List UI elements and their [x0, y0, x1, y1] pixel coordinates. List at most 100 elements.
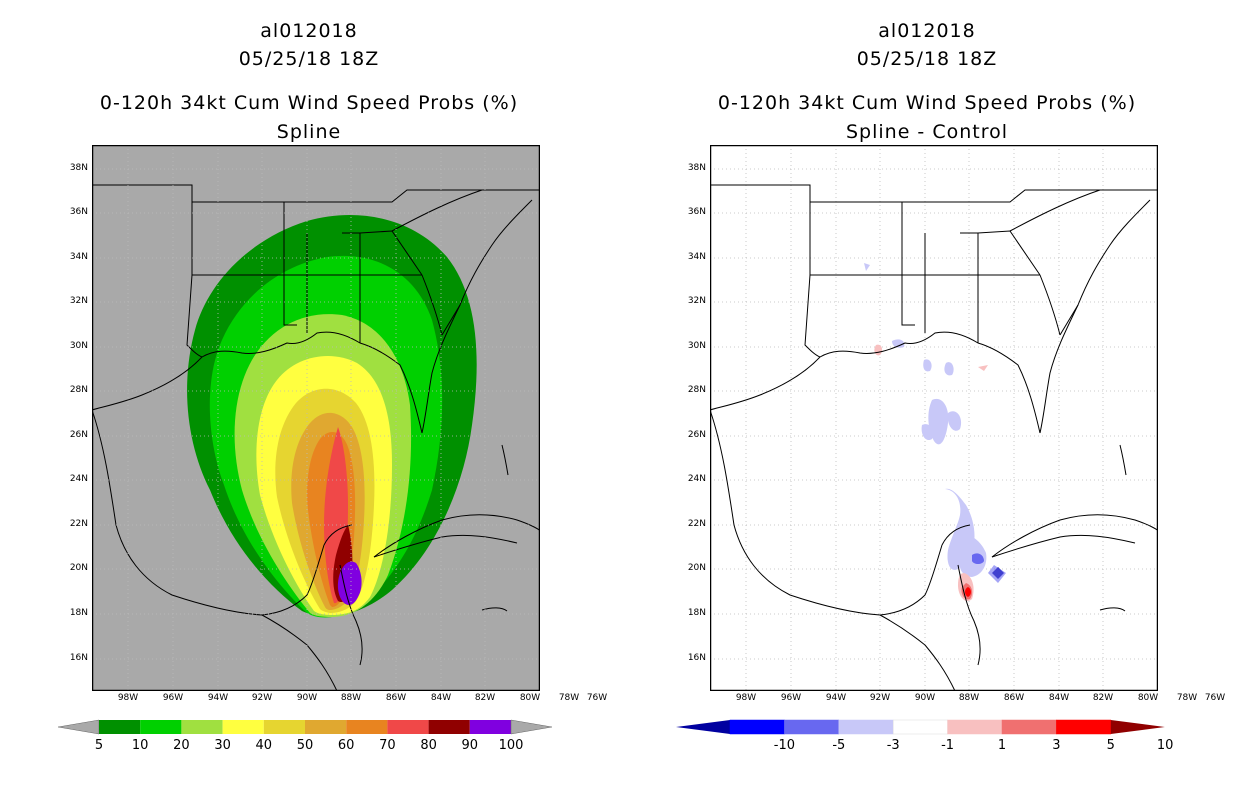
colorbar-swatch: [181, 720, 223, 734]
lat-label: 24N: [69, 474, 88, 484]
colorbar-swatch: [892, 719, 948, 735]
lat-label: 24N: [687, 474, 706, 484]
lat-label: 26N: [69, 430, 88, 440]
lon-label: 78W: [558, 693, 580, 703]
colorbar-swatch: [1001, 719, 1057, 735]
lon-label: 88W: [958, 693, 980, 703]
difference-map-right: [710, 145, 1158, 691]
colorbar-label: 1: [997, 738, 1007, 753]
colorbar-label: 50: [296, 738, 314, 753]
lat-label: 36N: [687, 207, 706, 217]
datetime-left: 05/25/18 18Z: [238, 48, 380, 70]
diff-negative-small: [944, 362, 954, 376]
lat-label: 16N: [69, 653, 88, 663]
lat-label: 32N: [69, 296, 88, 306]
colorbar-right: [676, 719, 1165, 735]
diff-negative-medium: [972, 553, 984, 564]
lon-label: 82W: [1092, 693, 1114, 703]
colorbar-arrow-low: [676, 720, 730, 734]
lon-label: 88W: [340, 693, 362, 703]
colorbar-label: 70: [379, 738, 396, 753]
datetime-right: 05/25/18 18Z: [856, 48, 998, 70]
lat-label: 28N: [69, 385, 88, 395]
colorbar-swatch: [947, 719, 1003, 735]
lon-label: 98W: [117, 693, 139, 703]
subtitle-right: Spline - Control: [845, 121, 1009, 143]
colorbar-arrow-high: [1110, 720, 1165, 734]
colorbar-swatch: [428, 720, 470, 734]
colorbar-swatch: [99, 720, 141, 734]
lat-label: 20N: [69, 563, 88, 573]
lon-label: 80W: [519, 693, 541, 703]
colorbar-label: 30: [214, 738, 231, 753]
right-panel: al012018 05/25/18 18Z 0-120h 34kt Cum Wi…: [618, 0, 1236, 800]
colorbar-swatch: [346, 720, 388, 734]
colorbar-label: -5: [832, 738, 846, 753]
lon-label: 78W: [1176, 693, 1198, 703]
lon-label: 92W: [869, 693, 891, 703]
diff-positive-small: [978, 365, 988, 371]
diff-negative-small: [928, 398, 949, 445]
colorbar-label: 40: [255, 738, 273, 753]
diff-positive-strong: [965, 587, 971, 597]
left-panel: al012018 05/25/18 18Z 0-120h 34kt Cum Wi…: [57, 20, 608, 753]
lat-label: 30N: [687, 341, 706, 351]
lon-label: 76W: [586, 693, 608, 703]
lat-label: 30N: [69, 341, 88, 351]
diff-positive-small: [874, 344, 883, 356]
lon-label: 94W: [207, 693, 229, 703]
lat-label: 36N: [69, 207, 88, 217]
lat-label: 28N: [687, 385, 706, 395]
lon-label: 92W: [251, 693, 273, 703]
colorbar-label: -10: [773, 738, 795, 753]
storm-id-right: al012018: [878, 20, 976, 42]
lon-label: 90W: [296, 693, 318, 703]
prob-contour-90: [337, 561, 362, 605]
lat-label: 34N: [687, 252, 706, 262]
colorbar-swatch: [305, 720, 347, 734]
lat-label: 26N: [687, 430, 706, 440]
colorbar-left: [57, 719, 553, 735]
colorbar-label: 80: [420, 738, 437, 753]
lon-label: 98W: [735, 693, 757, 703]
colorbar-label: 3: [1052, 738, 1061, 753]
lon-label: 94W: [825, 693, 847, 703]
probability-map-left: [92, 145, 540, 691]
colorbar-label: 100: [498, 738, 524, 753]
subtitle-left: Spline: [276, 121, 342, 143]
colorbar-swatch: [1056, 719, 1112, 735]
lon-label: 76W: [1204, 693, 1226, 703]
colorbar-label: 60: [337, 738, 355, 753]
lon-label: 96W: [162, 693, 184, 703]
colorbar-swatch: [838, 719, 894, 735]
lon-label: 80W: [1137, 693, 1159, 703]
diff-negative-small: [923, 359, 932, 372]
lon-label: 96W: [780, 693, 802, 703]
lat-label: 16N: [687, 653, 706, 663]
lon-label: 86W: [385, 693, 407, 703]
colorbar-swatch: [263, 720, 305, 734]
colorbar-label: -1: [941, 738, 955, 753]
diff-negative-small: [892, 339, 905, 348]
product-title-left: 0-120h 34kt Cum Wind Speed Probs (%): [99, 92, 519, 114]
diff-negative-medium: [988, 565, 1006, 583]
colorbar-swatch: [729, 719, 785, 735]
colorbar-swatch: [222, 720, 264, 734]
colorbar-swatch: [469, 720, 511, 734]
lat-label: 20N: [687, 563, 706, 573]
lon-label: 82W: [474, 693, 496, 703]
lat-label: 18N: [687, 608, 706, 618]
lat-label: 22N: [69, 519, 88, 529]
diff-negative-small: [921, 424, 934, 441]
lon-label: 86W: [1003, 693, 1025, 703]
lat-label: 18N: [69, 608, 88, 618]
colorbar-swatch: [784, 719, 840, 735]
colorbar-label: 5: [1106, 738, 1115, 753]
product-title-right: 0-120h 34kt Cum Wind Speed Probs (%): [717, 92, 1137, 114]
lon-label: 90W: [914, 693, 936, 703]
lat-label: 34N: [69, 252, 88, 262]
lat-label: 22N: [687, 519, 706, 529]
lon-label: 84W: [430, 693, 452, 703]
diff-negative-small: [864, 263, 870, 271]
colorbar-swatch: [387, 720, 429, 734]
